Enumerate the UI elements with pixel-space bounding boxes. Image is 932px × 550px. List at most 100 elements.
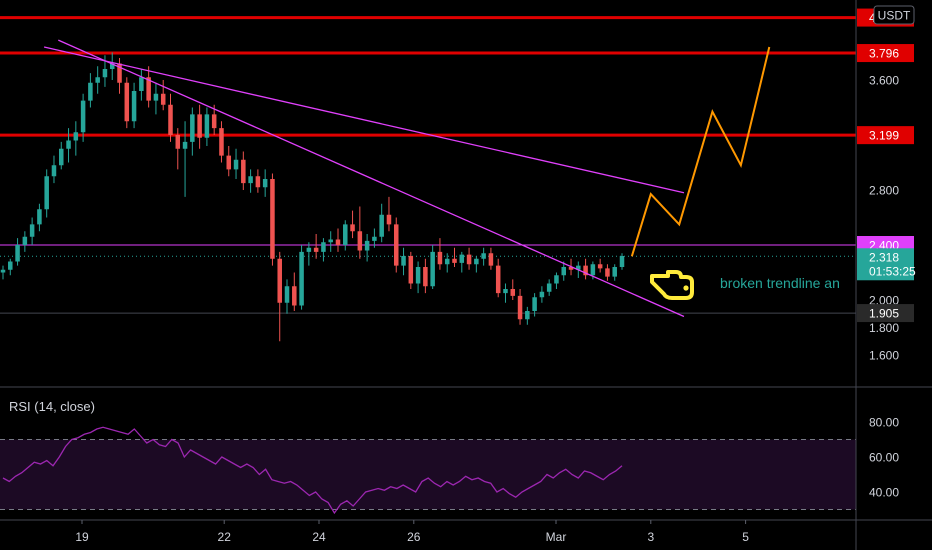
candle[interactable] <box>357 206 363 259</box>
candle[interactable] <box>44 169 49 218</box>
candle[interactable] <box>160 80 166 111</box>
candle[interactable] <box>401 247 406 276</box>
candle[interactable] <box>197 104 202 149</box>
candle[interactable] <box>124 77 130 129</box>
candle[interactable] <box>88 73 93 108</box>
candle[interactable] <box>175 128 181 170</box>
candle-body <box>597 264 603 269</box>
candle[interactable] <box>605 264 610 281</box>
rsi-line[interactable] <box>2 426 623 515</box>
candle[interactable] <box>8 258 13 276</box>
candle[interactable] <box>241 151 246 191</box>
candle[interactable] <box>233 148 239 179</box>
candle[interactable] <box>153 82 159 115</box>
price-pane[interactable] <box>0 0 856 342</box>
candle[interactable] <box>168 93 173 142</box>
candle-body <box>66 140 71 149</box>
candle[interactable] <box>372 228 377 248</box>
candle[interactable] <box>386 196 392 232</box>
candle[interactable] <box>597 258 603 273</box>
candle[interactable] <box>379 203 384 243</box>
candle[interactable] <box>525 306 530 325</box>
price-tag-box <box>857 126 914 145</box>
time-tick-label: 19 <box>75 530 89 544</box>
candle[interactable] <box>415 261 421 294</box>
candle[interactable] <box>335 228 341 252</box>
candle[interactable] <box>182 121 188 197</box>
candle[interactable] <box>444 253 450 273</box>
rsi-band-fill <box>0 439 856 510</box>
candle[interactable] <box>583 258 588 280</box>
candle[interactable] <box>29 217 35 246</box>
currency-badge[interactable]: USDT <box>873 5 915 25</box>
candle[interactable] <box>284 279 290 314</box>
candle[interactable] <box>219 121 224 163</box>
candle[interactable] <box>517 289 523 325</box>
candle[interactable] <box>270 173 275 266</box>
candle[interactable] <box>51 155 57 184</box>
candle[interactable] <box>22 231 28 252</box>
candle[interactable] <box>452 247 457 267</box>
candle[interactable] <box>262 169 268 197</box>
candle-body <box>80 100 86 133</box>
candle[interactable] <box>364 234 370 262</box>
candle[interactable] <box>488 247 494 270</box>
candle[interactable] <box>350 210 355 239</box>
candle[interactable] <box>554 272 559 290</box>
candle[interactable] <box>328 231 333 252</box>
candle[interactable] <box>503 283 508 303</box>
projection-path[interactable] <box>630 46 771 257</box>
candle[interactable] <box>73 121 79 156</box>
trendline-2[interactable] <box>58 39 685 318</box>
candle[interactable] <box>277 251 282 342</box>
candle[interactable] <box>474 256 479 273</box>
trendline-1[interactable] <box>43 46 685 194</box>
candle[interactable] <box>466 247 472 270</box>
candle[interactable] <box>539 286 545 303</box>
candle[interactable] <box>495 258 501 298</box>
candle[interactable] <box>313 234 319 259</box>
candle[interactable] <box>80 93 86 142</box>
candle[interactable] <box>619 253 625 270</box>
candle[interactable] <box>37 203 42 232</box>
candle[interactable] <box>481 247 486 266</box>
candle[interactable] <box>59 141 64 170</box>
candle[interactable] <box>546 279 552 296</box>
candle-body <box>503 289 508 294</box>
candle[interactable] <box>109 52 115 81</box>
candle[interactable] <box>204 107 210 147</box>
candle[interactable] <box>226 146 232 177</box>
candle[interactable] <box>248 169 253 193</box>
rsi-pane[interactable]: RSI (14, close) <box>0 399 856 515</box>
pointing-hand-icon <box>650 270 694 300</box>
candle[interactable] <box>139 69 144 101</box>
candle[interactable] <box>15 238 20 266</box>
candle[interactable] <box>393 217 399 273</box>
candle[interactable] <box>95 66 100 94</box>
candle[interactable] <box>510 279 516 300</box>
candle[interactable] <box>532 293 537 317</box>
candle[interactable] <box>146 66 151 108</box>
candle[interactable] <box>612 264 617 281</box>
candle[interactable] <box>299 245 304 310</box>
candle[interactable] <box>66 128 71 163</box>
candle[interactable] <box>131 82 137 129</box>
candle[interactable] <box>561 261 566 281</box>
candle[interactable] <box>437 238 443 270</box>
candle[interactable] <box>211 104 217 135</box>
candle[interactable] <box>292 272 297 312</box>
currency-badge-label: USDT <box>878 9 911 23</box>
candle[interactable] <box>190 107 195 156</box>
candle-body <box>335 239 341 245</box>
candle[interactable] <box>343 220 348 251</box>
candle[interactable] <box>430 245 435 289</box>
candle[interactable] <box>0 265 6 280</box>
candle[interactable] <box>408 251 414 289</box>
candle[interactable] <box>321 238 326 262</box>
candle[interactable] <box>306 242 312 266</box>
candle[interactable] <box>255 169 261 193</box>
candle[interactable] <box>459 251 465 273</box>
candle-body <box>415 267 421 284</box>
candle[interactable] <box>423 258 428 294</box>
